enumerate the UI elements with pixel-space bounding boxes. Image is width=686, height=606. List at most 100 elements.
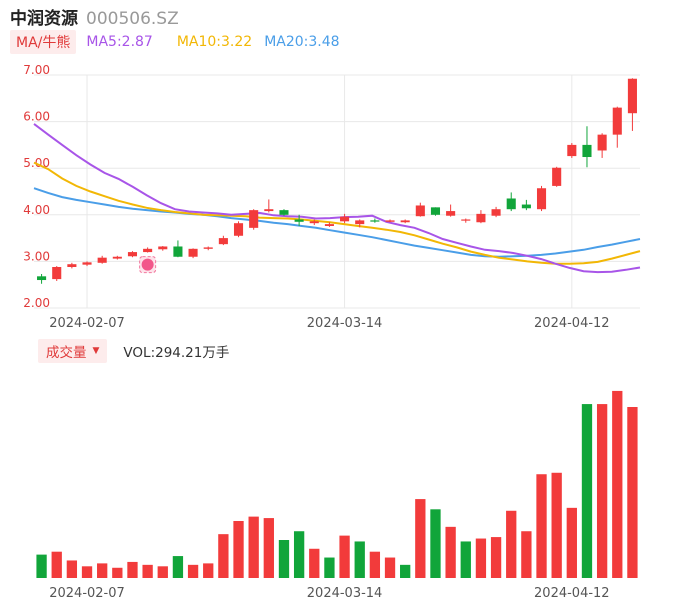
volume-bar (218, 534, 229, 578)
volume-bar (460, 541, 471, 578)
volume-bar (536, 474, 547, 578)
candle-body (112, 256, 122, 259)
candle-body (355, 220, 365, 225)
candle-body (67, 264, 77, 267)
volume-bar (248, 516, 259, 578)
volume-bar (66, 560, 78, 578)
candle-body (203, 247, 213, 249)
candle-body (567, 144, 577, 157)
volume-bar (81, 566, 93, 578)
candle-body (218, 238, 228, 245)
x-tick-label: 2024-02-07 (49, 316, 125, 331)
candle-body (97, 257, 107, 263)
volume-bar (566, 507, 577, 578)
candle-body (340, 216, 350, 222)
volume-bar (309, 548, 320, 578)
volume-bar (612, 390, 623, 578)
volume-bar (36, 554, 47, 578)
volume-bar (278, 540, 290, 578)
ma5-label: MA5:2.87 (86, 34, 153, 50)
candle-body (249, 210, 259, 228)
volume-bar (506, 510, 517, 578)
volume-bar (51, 551, 62, 578)
candle-body (52, 266, 62, 280)
volume-bar (97, 563, 108, 578)
candle-body (430, 207, 441, 215)
y-tick-label: 3.00 (23, 249, 50, 263)
volume-bar (187, 564, 199, 578)
candle-body (82, 262, 92, 265)
volume-x-tick-label: 2024-04-12 (534, 586, 610, 601)
volume-bar (112, 567, 123, 578)
volume-bar (233, 521, 244, 578)
candle-body (309, 221, 319, 224)
volume-bar (551, 472, 562, 578)
candle-body (294, 219, 304, 222)
y-tick-label: 4.00 (23, 203, 50, 217)
volume-indicator-selector[interactable]: 成交量 ▼ (38, 339, 108, 363)
volume-bar (521, 531, 532, 578)
volume-bar (430, 509, 441, 578)
volume-value: VOL:294.21万手 (123, 345, 230, 361)
stock-header: 中润资源 000506.SZ (10, 4, 179, 29)
volume-legend: 成交量 ▼ VOL:294.21万手 (38, 339, 230, 363)
candle-body (476, 213, 486, 223)
candle-body (446, 211, 456, 216)
candle-body (370, 220, 380, 222)
volume-bar (324, 557, 335, 578)
volume-x-tick-label: 2024-03-14 (307, 586, 383, 601)
candle-body (597, 134, 607, 151)
ma10-label: MA10:3.22 (176, 34, 253, 50)
stock-name: 中润资源 (10, 9, 78, 29)
y-tick-label: 7.00 (23, 63, 50, 77)
candle-body (491, 209, 501, 216)
volume-bar (581, 404, 593, 578)
candle-body (233, 223, 244, 236)
volume-bar (263, 518, 274, 578)
volume-bar (293, 531, 305, 578)
volume-bar (400, 564, 411, 578)
volume-bar (627, 407, 638, 578)
ma5-line (33, 123, 641, 274)
volume-bar (127, 561, 138, 578)
volume-bar (157, 566, 168, 578)
y-tick-label: 6.00 (23, 110, 50, 124)
volume-bar (354, 541, 365, 578)
candle-body (415, 205, 425, 217)
ma-legend: MA/牛熊 MA5:2.87 MA10:3.22 MA20:3.48 (10, 30, 340, 54)
candle-body (158, 246, 168, 250)
candle-body (461, 219, 471, 221)
candle-body (37, 276, 47, 281)
x-tick-label: 2024-03-14 (307, 316, 383, 331)
candle-body (385, 220, 395, 222)
volume-bar (490, 537, 502, 578)
candle-body (521, 204, 531, 209)
bull-marker-icon (141, 258, 154, 271)
volume-bar (384, 557, 396, 578)
candle-body (536, 188, 547, 210)
candle-body (552, 167, 562, 186)
candle-body (264, 209, 274, 212)
candle-body (143, 248, 153, 253)
volume-x-tick-label: 2024-02-07 (49, 586, 125, 601)
candle-body (127, 252, 138, 257)
candle-body (279, 210, 289, 215)
candle-body (324, 224, 334, 226)
volume-bar (475, 538, 487, 578)
candle-body (188, 248, 198, 257)
volume-bar (172, 556, 184, 578)
volume-bar (142, 564, 153, 578)
volume-bar (339, 535, 350, 578)
volume-selector-label: 成交量 (46, 345, 87, 361)
ma20-line (33, 187, 641, 258)
y-tick-label: 2.00 (23, 296, 50, 310)
ma10-line (33, 161, 641, 265)
candle-body (173, 246, 183, 257)
volume-bar (415, 499, 426, 578)
x-tick-label: 2024-04-12 (534, 316, 610, 331)
dropdown-arrow-icon: ▼ (92, 346, 100, 356)
volume-bar (203, 563, 214, 578)
stock-code: 000506.SZ (86, 9, 179, 29)
ma-indicator-selector[interactable]: MA/牛熊 (10, 30, 77, 54)
